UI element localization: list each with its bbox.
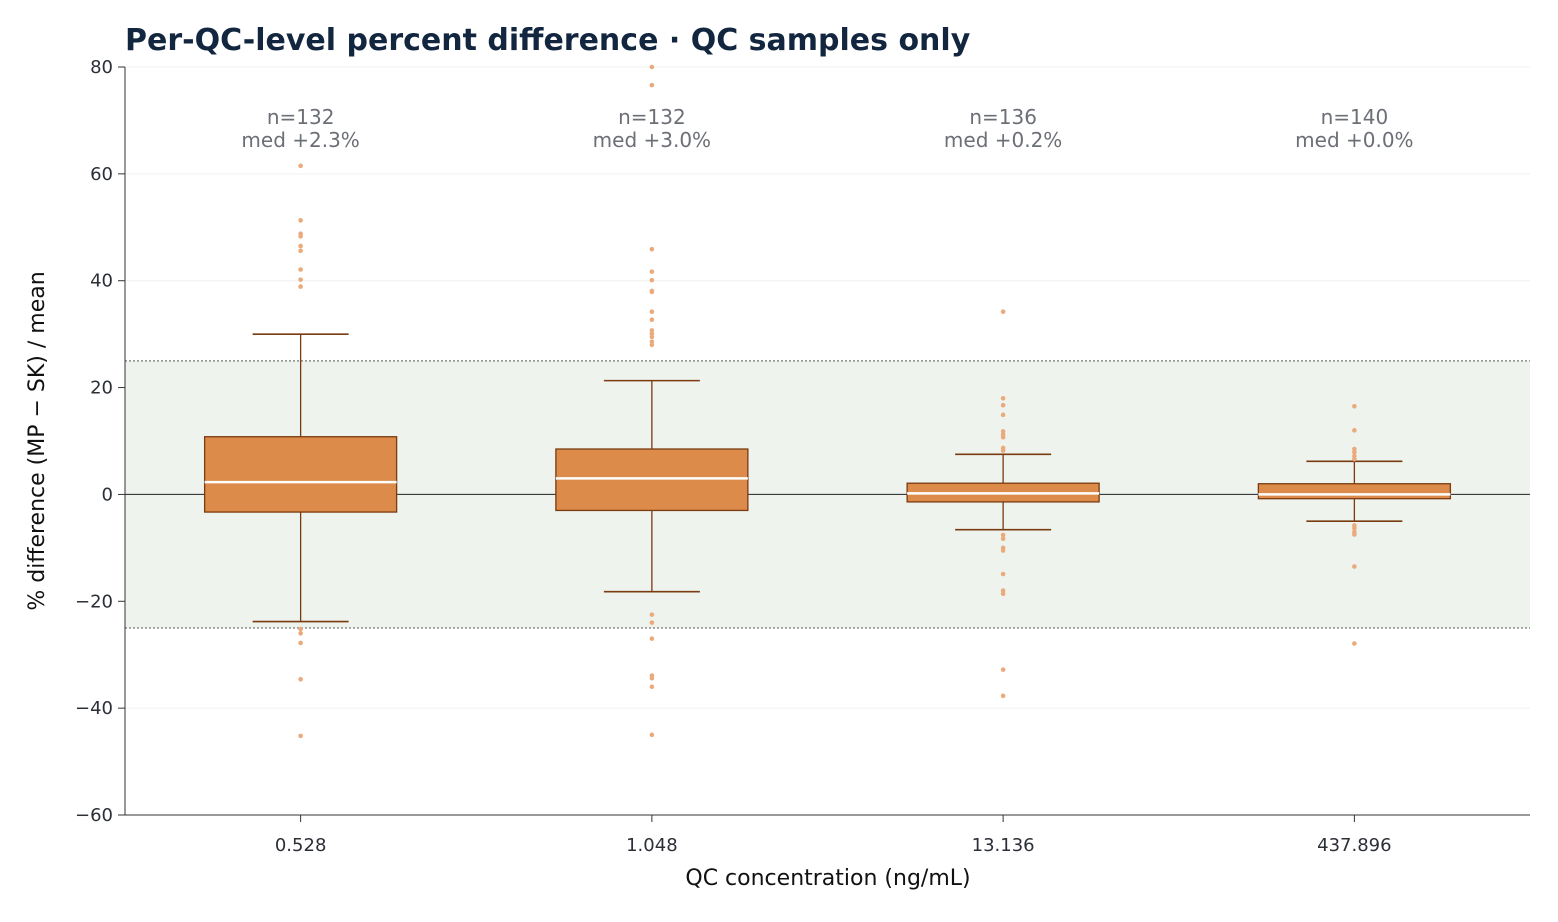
outlier-point xyxy=(1000,571,1006,577)
outlier-point xyxy=(649,289,655,295)
outlier-point xyxy=(1352,449,1357,455)
x-axis-label: QC concentration (ng/mL) xyxy=(685,866,970,891)
outlier-point xyxy=(1000,434,1006,440)
outlier-point xyxy=(649,684,655,690)
y-tick-label: −20 xyxy=(75,591,113,612)
outlier-point xyxy=(1352,428,1357,433)
outlier-point xyxy=(649,277,655,283)
outlier-point xyxy=(649,620,655,625)
outlier-point xyxy=(1000,395,1006,401)
group-n-label: n=132 xyxy=(267,105,335,129)
outlier-point xyxy=(1000,536,1006,542)
iqr-box xyxy=(203,436,398,513)
outlier-point xyxy=(298,640,303,646)
y-tick-label: −60 xyxy=(75,805,113,826)
group-median-label: med +2.3% xyxy=(241,128,359,152)
outlier-point xyxy=(649,331,655,336)
plot-area: −60 −40 −20 0 20 40 60 80 0.528 1.048 13.136 437.89… xyxy=(75,57,1530,856)
group-n-label: n=136 xyxy=(969,105,1037,129)
outlier-point xyxy=(1000,532,1006,538)
outlier-point xyxy=(649,82,655,88)
y-tick-label: 0 xyxy=(102,484,113,505)
outlier-point xyxy=(1000,591,1006,597)
group-median-label: med +3.0% xyxy=(593,128,711,152)
outlier-point xyxy=(649,339,655,344)
group-n-label: n=132 xyxy=(618,105,686,129)
iqr-box xyxy=(1257,483,1452,500)
outlier-point xyxy=(1352,456,1357,462)
y-tick-label: −40 xyxy=(75,698,113,719)
outlier-point xyxy=(298,733,303,739)
y-axis-label: % difference (MP − SK) / mean xyxy=(25,271,50,610)
outlier-point xyxy=(298,243,303,249)
y-tick-label: 80 xyxy=(90,57,113,78)
y-tick-label: 20 xyxy=(90,378,113,399)
outlier-point xyxy=(1000,448,1006,453)
iqr-box xyxy=(555,448,749,512)
outlier-point xyxy=(649,636,655,641)
outlier-point xyxy=(649,317,655,323)
outlier-point xyxy=(649,328,655,333)
outlier-point xyxy=(1000,588,1006,593)
chart-title: Per-QC-level percent difference · QC sam… xyxy=(125,23,971,58)
outlier-point xyxy=(1000,402,1006,408)
outlier-point xyxy=(649,675,655,681)
outlier-point xyxy=(298,218,303,223)
outlier-point xyxy=(649,334,655,340)
outlier-point xyxy=(649,309,655,315)
x-tick-label: 13.136 xyxy=(972,835,1035,856)
outlier-point xyxy=(1352,532,1357,537)
outlier-point xyxy=(298,676,303,682)
outlier-point xyxy=(298,234,303,239)
y-tick-label: 60 xyxy=(90,164,113,185)
outlier-point xyxy=(1352,564,1357,569)
outlier-point xyxy=(298,267,303,272)
outlier-point xyxy=(1352,525,1357,531)
group-n-label: n=140 xyxy=(1321,105,1389,129)
outlier-point xyxy=(298,163,303,169)
outlier-point xyxy=(1352,446,1357,452)
outlier-point xyxy=(1000,412,1006,418)
outlier-point xyxy=(298,284,303,289)
outlier-point xyxy=(1000,548,1006,553)
x-tick-label: 437.896 xyxy=(1317,835,1391,856)
outlier-point xyxy=(298,626,303,632)
group-median-label: med +0.2% xyxy=(944,128,1062,152)
outlier-point xyxy=(1000,693,1006,699)
y-tick-label: 40 xyxy=(90,271,113,292)
outlier-point xyxy=(649,246,655,252)
outlier-point xyxy=(1000,667,1006,672)
outlier-point xyxy=(649,342,655,348)
outlier-point xyxy=(1000,429,1006,434)
x-tick-label: 1.048 xyxy=(626,835,678,856)
outlier-point xyxy=(1352,453,1357,459)
outlier-point xyxy=(298,631,303,636)
group-median-label: med +0.0% xyxy=(1295,128,1413,152)
outlier-point xyxy=(649,732,655,738)
outlier-point xyxy=(649,269,655,274)
outlier-point xyxy=(298,277,303,282)
outlier-point xyxy=(649,64,655,70)
outlier-point xyxy=(649,612,655,617)
outlier-point xyxy=(298,248,303,254)
outlier-point xyxy=(1352,403,1357,409)
outlier-point xyxy=(1000,309,1006,315)
outlier-point xyxy=(1352,641,1357,646)
x-tick-label: 0.528 xyxy=(275,835,327,856)
